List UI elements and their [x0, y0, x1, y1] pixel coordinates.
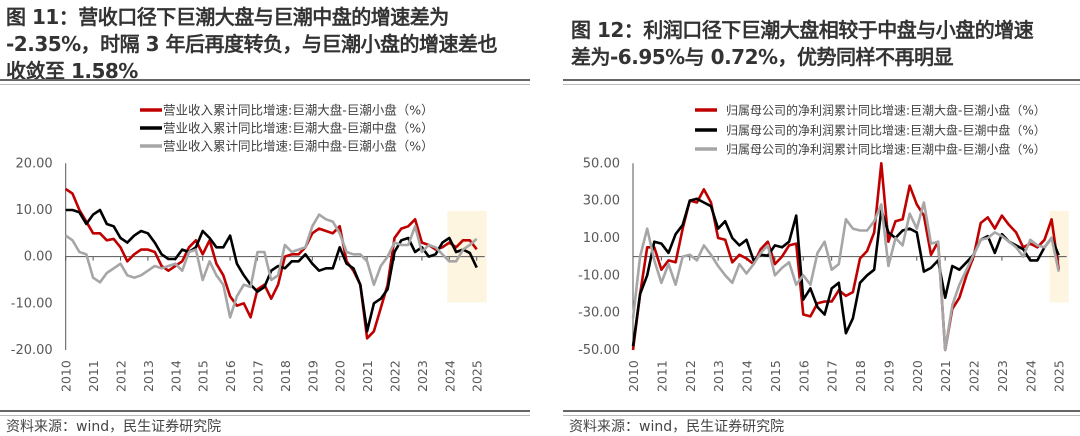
legend-label: 归属母公司的净利润累计同比增速:巨潮大盘-巨潮小盘（%） — [726, 103, 1046, 118]
series-line — [64, 187, 478, 340]
legend-label: 营业收入累计同比增速:巨潮中盘-巨潮小盘（%） — [163, 139, 434, 154]
title-line: 图 11：营收口径下巨潮大盘与巨潮中盘的增速差为 — [6, 5, 449, 29]
x-tick-label: 2024 — [442, 360, 457, 392]
x-tick-label: 2022 — [967, 360, 982, 392]
x-tick-label: 2012 — [114, 360, 129, 392]
panel-figure-11: 图 11：营收口径下巨潮大盘与巨潮中盘的增速差为 -2.35%，时隔 3 年后再… — [0, 0, 540, 435]
title-line: -2.35%，时隔 3 年后再度转负，与巨潮小盘的增速差也 — [6, 32, 498, 56]
x-tick-label: 2019 — [881, 360, 896, 392]
series-line — [631, 162, 1060, 352]
y-tick-label: -30.00 — [578, 306, 620, 321]
x-tick-label: 2016 — [223, 360, 238, 392]
y-tick-label: 30.00 — [583, 194, 620, 209]
title-divider — [563, 79, 1080, 85]
x-tick-label: 2010 — [59, 360, 74, 392]
x-tick-label: 2014 — [740, 360, 755, 392]
chart-profit-growth-diff: 50.00 30.00 10.00 -10.00 -30.00 -50.00 2010 201… — [578, 103, 1069, 392]
figure-title: 图 11：营收口径下巨潮大盘与巨潮中盘的增速差为 -2.35%，时隔 3 年后再… — [6, 4, 498, 85]
panel-figure-12: 图 12：利润口径下巨潮大盘相较于中盘与小盘的增速 差为-6.95%与 0.72… — [563, 0, 1080, 435]
x-tick-label: 2017 — [251, 360, 266, 392]
x-tick-label: 2011 — [86, 360, 101, 392]
y-tick-label: -10.00 — [11, 296, 53, 311]
figure-title: 图 12：利润口径下巨潮大盘相较于中盘与小盘的增速 差为-6.95%与 0.72… — [571, 17, 1034, 71]
legend-label: 归属母公司的净利润累计同比增速:巨潮大盘-巨潮中盘（%） — [726, 123, 1046, 138]
y-tick-label: 10.00 — [15, 203, 52, 218]
y-tick-label: 0.00 — [24, 250, 53, 265]
x-tick-label: 2021 — [938, 360, 953, 392]
source-divider — [563, 410, 1080, 416]
x-tick-label: 2018 — [278, 360, 293, 392]
x-tick-label: 2012 — [683, 360, 698, 392]
x-tick-label: 2011 — [654, 360, 669, 392]
series-line — [631, 201, 1060, 352]
x-tick-label: 2010 — [626, 360, 641, 392]
title-line: 差为-6.95%与 0.72%，优势同样不再明显 — [571, 45, 954, 69]
x-tick-label: 2024 — [1023, 360, 1038, 392]
y-tick-label: 20.00 — [15, 156, 52, 171]
legend-label: 归属母公司的净利润累计同比增速:巨潮中盘-巨潮小盘（%） — [726, 142, 1046, 157]
x-tick-label: 2015 — [768, 360, 783, 392]
title-line: 图 12：利润口径下巨潮大盘相较于中盘与小盘的增速 — [571, 18, 1034, 42]
x-tick-label: 2020 — [333, 360, 348, 392]
x-tick-label: 2025 — [470, 360, 485, 392]
x-tick-label: 2019 — [305, 360, 320, 392]
x-tick-label: 2025 — [1052, 360, 1067, 392]
legend-label: 营业收入累计同比增速:巨潮大盘-巨潮中盘（%） — [163, 121, 434, 136]
legend-label: 营业收入累计同比增速:巨潮大盘-巨潮小盘（%） — [163, 103, 434, 118]
x-tick-label: 2013 — [711, 360, 726, 392]
source-note: 资料来源：wind，民生证券研究院 — [6, 419, 222, 435]
y-tick-label: -50.00 — [578, 343, 620, 358]
x-tick-label: 2022 — [388, 360, 403, 392]
x-tick-label: 2018 — [853, 360, 868, 392]
x-tick-label: 2014 — [168, 360, 183, 392]
x-tick-label: 2023 — [995, 360, 1010, 392]
series-line — [631, 197, 1060, 347]
series-line — [65, 208, 478, 333]
series-line — [64, 213, 478, 319]
y-tick-label: 50.00 — [583, 156, 620, 171]
x-tick-label: 2016 — [796, 360, 811, 392]
x-tick-label: 2017 — [825, 360, 840, 392]
x-tick-label: 2013 — [141, 360, 156, 392]
x-tick-label: 2015 — [196, 360, 211, 392]
source-note: 资料来源：wind，民生证券研究院 — [569, 419, 785, 435]
source-divider — [0, 410, 530, 416]
title-divider — [0, 79, 530, 85]
x-tick-label: 2020 — [910, 360, 925, 392]
y-tick-label: -20.00 — [11, 343, 53, 358]
x-tick-label: 2023 — [415, 360, 430, 392]
y-tick-label: -10.00 — [578, 268, 620, 283]
x-tick-label: 2021 — [360, 360, 375, 392]
chart-revenue-growth-diff: 20.00 10.00 0.00 -10.00 -20.00 2010 2011 2012 20… — [11, 103, 487, 392]
y-tick-label: 10.00 — [583, 231, 620, 246]
